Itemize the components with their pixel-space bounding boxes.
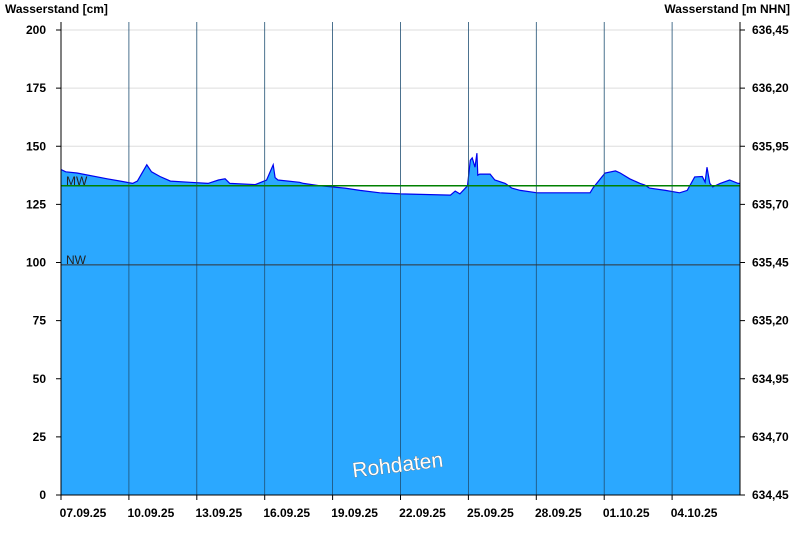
x-tick-label: 04.10.25: [671, 506, 718, 520]
y-tick-label-right: 635,20: [752, 314, 789, 328]
x-tick-label: 19.09.25: [331, 506, 378, 520]
x-tick-label: 01.10.25: [603, 506, 650, 520]
reference-label-nw: NW: [66, 253, 87, 267]
y-tick-label-right: 634,95: [752, 372, 789, 386]
y-tick-label-right: 636,20: [752, 81, 789, 95]
y-tick-label-left: 75: [33, 314, 47, 328]
y-tick-label-right: 634,70: [752, 430, 789, 444]
y-tick-label-left: 150: [26, 139, 46, 153]
y-tick-label-left: 25: [33, 430, 47, 444]
y-tick-label-left: 175: [26, 81, 46, 95]
y-tick-label-right: 634,45: [752, 488, 789, 502]
x-tick-label: 07.09.25: [60, 506, 107, 520]
x-tick-label: 25.09.25: [467, 506, 514, 520]
reference-label-mw: MW: [66, 174, 88, 188]
y-axis-right-label: Wasserstand [m NHN]: [664, 2, 790, 16]
x-tick-label: 10.09.25: [128, 506, 175, 520]
x-tick-label: 22.09.25: [399, 506, 446, 520]
y-axis-left-label: Wasserstand [cm]: [5, 2, 108, 16]
y-tick-label-right: 636,45: [752, 23, 789, 37]
y-tick-label-right: 635,45: [752, 256, 789, 270]
y-tick-label-left: 0: [39, 488, 46, 502]
y-tick-label-right: 635,70: [752, 197, 789, 211]
y-tick-label-left: 200: [26, 23, 46, 37]
y-tick-label-left: 100: [26, 256, 46, 270]
x-tick-label: 28.09.25: [535, 506, 582, 520]
water-level-line: [60, 153, 740, 196]
y-tick-label-left: 125: [26, 197, 46, 211]
x-tick-label: 16.09.25: [263, 506, 310, 520]
y-tick-label-right: 635,95: [752, 139, 789, 153]
x-tick-label: 13.09.25: [195, 506, 242, 520]
y-tick-label-left: 50: [33, 372, 47, 386]
